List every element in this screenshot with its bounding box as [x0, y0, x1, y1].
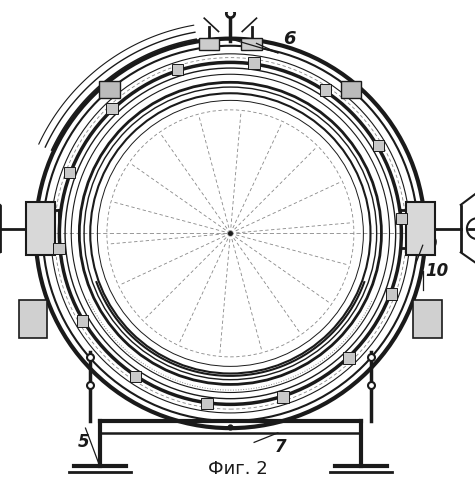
Bar	[199, 38, 219, 50]
Bar	[277, 392, 289, 402]
Bar	[26, 202, 55, 254]
Bar	[248, 58, 259, 68]
Bar	[106, 103, 117, 115]
Bar	[53, 242, 65, 254]
Bar	[406, 202, 435, 254]
Text: 5: 5	[77, 433, 89, 451]
Bar	[396, 212, 408, 224]
Text: 10: 10	[425, 262, 448, 280]
Text: 9: 9	[425, 236, 437, 254]
Bar	[372, 140, 384, 151]
Bar	[386, 288, 397, 300]
Bar	[130, 371, 141, 382]
Bar	[77, 316, 88, 327]
Text: Фиг. 2: Фиг. 2	[208, 460, 267, 478]
Bar	[201, 398, 213, 409]
Bar	[99, 81, 120, 98]
Text: 7: 7	[275, 438, 286, 456]
Bar	[320, 84, 331, 96]
Bar	[343, 352, 355, 364]
Text: 6: 6	[283, 30, 295, 48]
Bar	[341, 81, 361, 98]
Bar	[172, 64, 183, 76]
Bar	[413, 300, 442, 338]
Bar	[19, 300, 48, 338]
Bar	[64, 167, 75, 178]
Bar	[241, 38, 262, 50]
